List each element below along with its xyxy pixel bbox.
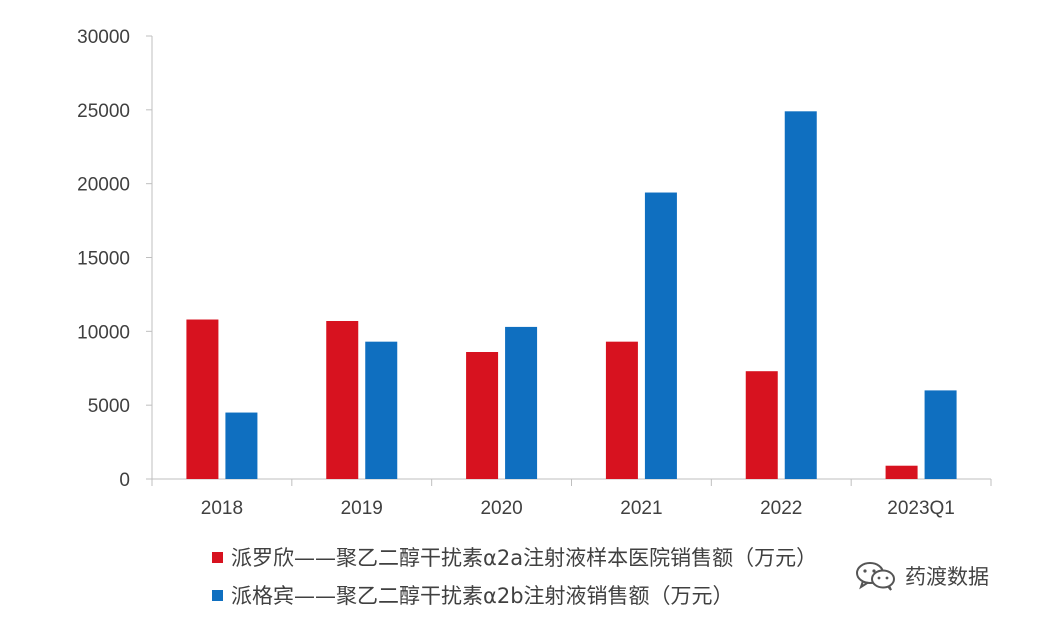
y-axis: 0 5000 10000 15000 20000 25000 30000 — [77, 27, 153, 491]
bar-series-2 — [365, 341, 398, 479]
bars — [186, 111, 957, 479]
x-tick-label: 2021 — [620, 498, 662, 519]
bar-series-1 — [186, 319, 219, 479]
y-tick-label: 20000 — [77, 175, 130, 196]
x-tick-label: 2019 — [341, 498, 383, 519]
bar-series-2 — [505, 326, 538, 479]
x-tick-label: 2018 — [201, 498, 243, 519]
bar-series-1 — [326, 320, 359, 479]
x-tick-label: 2023Q1 — [887, 498, 955, 519]
legend-item-series-1: 派罗欣——聚乙二醇干扰素α2a注射液样本医院销售额（万元） — [212, 538, 817, 576]
bar-series-1 — [605, 341, 638, 479]
y-tick-label: 30000 — [77, 27, 130, 48]
legend-label-series-1: 派罗欣——聚乙二醇干扰素α2a注射液样本医院销售额（万元） — [231, 546, 818, 570]
watermark: 药渡数据 — [855, 560, 989, 592]
legend-label-series-2: 派格宾——聚乙二醇干扰素α2b注射液销售额（万元） — [231, 584, 734, 608]
y-tick-label: 5000 — [88, 396, 130, 417]
x-tick-label: 2020 — [480, 498, 522, 519]
legend-swatch-series-2 — [212, 589, 223, 601]
y-tick-label: 0 — [119, 470, 130, 491]
wechat-icon — [855, 560, 897, 592]
legend-swatch-series-1 — [212, 551, 223, 563]
x-tick-label: 2022 — [760, 498, 802, 519]
bar-series-2 — [924, 390, 957, 479]
bar-series-2 — [225, 412, 258, 479]
watermark-text: 药渡数据 — [905, 565, 989, 589]
bar-series-2 — [644, 192, 677, 479]
x-axis: 2018 2019 2020 2021 2022 2023Q1 — [151, 478, 992, 519]
bar-series-1 — [466, 352, 499, 479]
y-tick-label: 10000 — [77, 322, 130, 343]
legend: 派罗欣——聚乙二醇干扰素α2a注射液样本医院销售额（万元） 派格宾——聚乙二醇干… — [212, 538, 817, 614]
bar-series-1 — [885, 465, 918, 479]
bar-series-1 — [745, 371, 778, 479]
bar-series-2 — [784, 111, 817, 479]
y-tick-label: 15000 — [77, 249, 130, 270]
legend-item-series-2: 派格宾——聚乙二醇干扰素α2b注射液销售额（万元） — [212, 576, 817, 614]
y-tick-label: 25000 — [77, 101, 130, 122]
